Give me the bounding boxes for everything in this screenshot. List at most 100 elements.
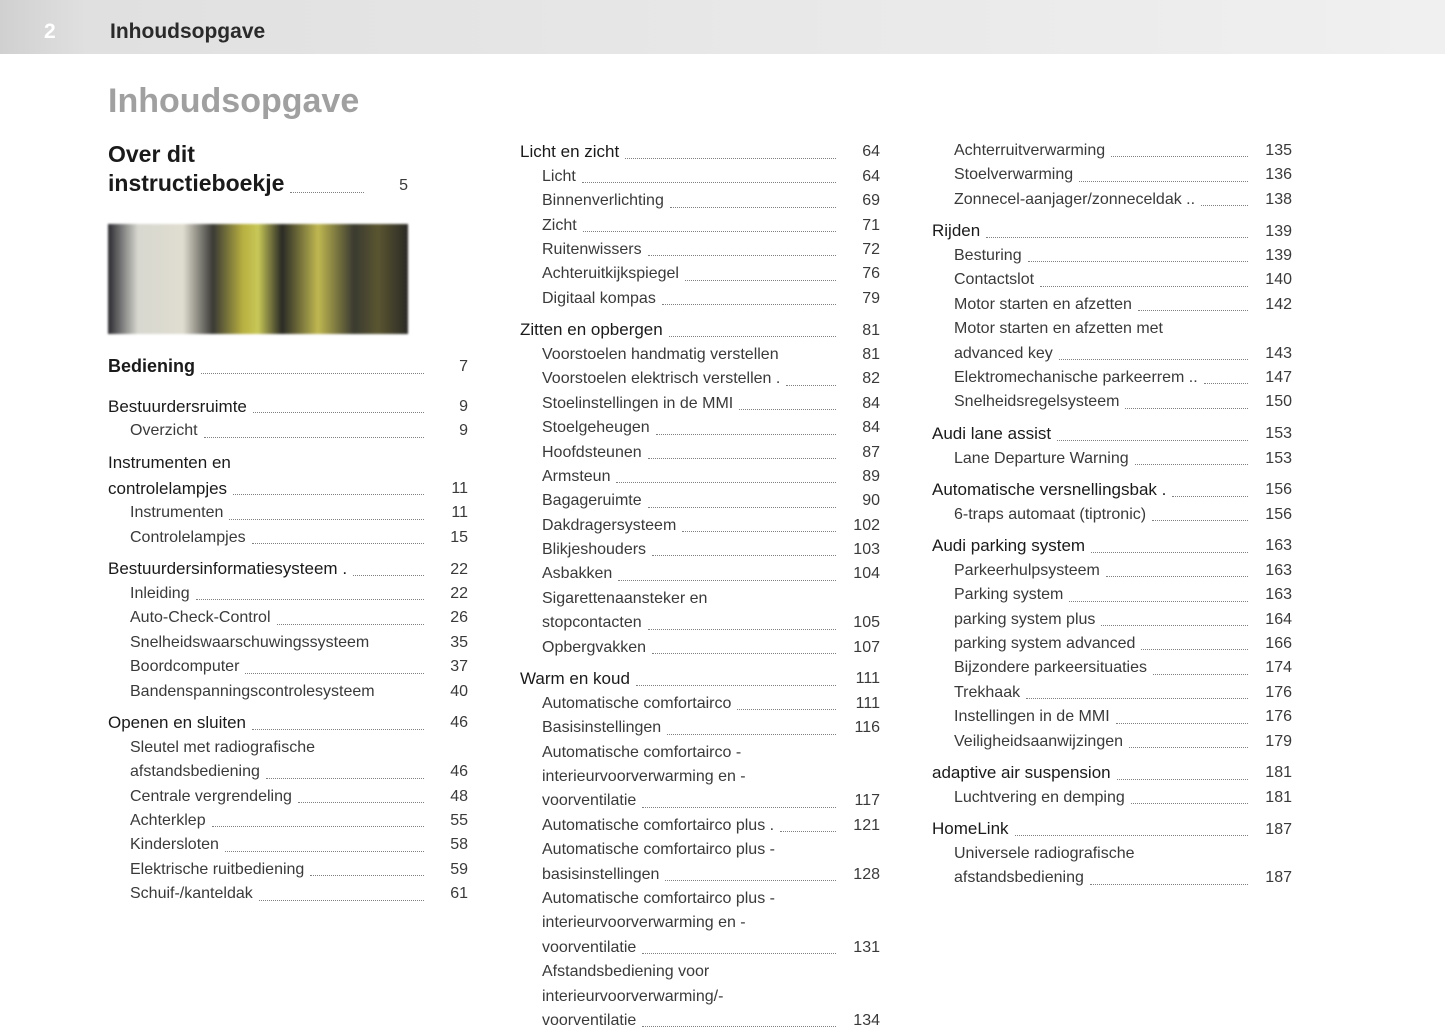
- leader-dots: [1069, 601, 1248, 602]
- leader-dots: [642, 807, 836, 808]
- toc-page-ref: 84: [842, 393, 880, 415]
- toc-entry-label: Audi parking system: [932, 534, 1085, 558]
- toc-page-ref: 176: [1254, 682, 1292, 704]
- toc-entry-row: Trekhaak176: [932, 682, 1292, 704]
- toc-entry-row: Stoelgeheugen 84: [520, 417, 880, 439]
- toc-big-section-row: Over dit instructieboekje 5: [108, 140, 468, 200]
- toc-page-ref: 40: [430, 681, 468, 703]
- toc-entry-row: interieurvoorverwarming en -: [520, 912, 880, 934]
- header-bar: 2 Inhoudsopgave: [0, 0, 1445, 54]
- toc-entry-row: Afstandsbediening voor: [520, 961, 880, 983]
- leader-dots: [1111, 156, 1248, 157]
- toc-entry-row: voorventilatie131: [520, 937, 880, 959]
- leader-dots: [685, 280, 836, 281]
- leader-dots: [648, 629, 836, 630]
- toc-entry-label: Automatische comfortairco: [520, 693, 731, 715]
- toc-entry-label: Hoofdsteunen: [520, 442, 642, 464]
- toc-page-ref: 5: [370, 175, 408, 197]
- toc-page-ref: 55: [430, 810, 468, 832]
- toc-column-2: Licht en zicht64Licht64Binnenverlichting…: [520, 140, 880, 1034]
- toc-entry-row: parking system advanced166: [932, 633, 1292, 655]
- toc-entry-label: Luchtvering en demping: [932, 787, 1125, 809]
- toc-entry-row: Overzicht9: [108, 420, 468, 442]
- toc-page-ref: 76: [842, 263, 880, 285]
- leader-dots: [259, 900, 424, 901]
- toc-page-ref: 105: [842, 612, 880, 634]
- toc-page-ref: 35: [430, 632, 468, 654]
- toc-entry-row: Armsteun89: [520, 466, 880, 488]
- leader-dots: [616, 482, 836, 483]
- leader-dots: [1152, 520, 1248, 521]
- toc-entry-label: Boordcomputer: [108, 656, 239, 678]
- toc-entry-label: Automatische versnellingsbak .: [932, 478, 1166, 502]
- toc-page-ref: 116: [842, 717, 880, 739]
- toc-entry-label: HomeLink: [932, 817, 1009, 841]
- leader-dots: [290, 192, 364, 193]
- toc-heading-row: Automatische versnellingsbak .156: [932, 478, 1292, 502]
- toc-page-ref: 140: [1254, 269, 1292, 291]
- toc-entry-row: interieurvoorverwarming en -: [520, 766, 880, 788]
- toc-entry-label: controlelampjes: [108, 477, 227, 501]
- toc-entry-label: parking system advanced: [932, 633, 1135, 655]
- toc-entry-row: Hoofdsteunen 87: [520, 442, 880, 464]
- toc-entry-label: Motor starten en afzetten met: [932, 318, 1163, 340]
- toc-page-ref: 163: [1254, 560, 1292, 582]
- toc-entry-row: Universele radiografische: [932, 843, 1292, 865]
- leader-dots: [656, 434, 836, 435]
- toc-page-ref: 187: [1254, 819, 1292, 841]
- toc-page-ref: 163: [1254, 535, 1292, 557]
- toc-entry-row: Lane Departure Warning153: [932, 448, 1292, 470]
- toc-page-ref: 81: [842, 344, 880, 366]
- leader-dots: [1125, 408, 1248, 409]
- toc-entry-row: Achteruitkijkspiegel 76: [520, 263, 880, 285]
- toc-page-ref: 136: [1254, 164, 1292, 186]
- toc-page-ref: 117: [842, 790, 880, 812]
- leader-dots: [1106, 576, 1248, 577]
- toc-entry-row: Motor starten en afzetten met: [932, 318, 1292, 340]
- toc-page-ref: 37: [430, 656, 468, 678]
- toc-entry-label: afstandsbediening: [108, 761, 260, 783]
- toc-entry-label: Ruitenwissers: [520, 239, 642, 261]
- toc-page-ref: 174: [1254, 657, 1292, 679]
- hero-image: [108, 224, 408, 334]
- toc-page-ref: 82: [842, 368, 880, 390]
- leader-dots: [310, 875, 424, 876]
- leader-dots: [1201, 205, 1248, 206]
- leader-dots: [196, 599, 424, 600]
- toc-page-ref: 156: [1254, 504, 1292, 526]
- leader-dots: [739, 409, 836, 410]
- toc-entry-row: Luchtvering en demping181: [932, 787, 1292, 809]
- toc-entry-row: Elektrische ruitbediening59: [108, 859, 468, 881]
- toc-entry-label: 6-traps automaat (tiptronic): [932, 504, 1146, 526]
- toc-entry-row: Veiligheidsaanwijzingen179: [932, 731, 1292, 753]
- toc-heading-row: HomeLink 187: [932, 817, 1292, 841]
- toc-entry-row: Centrale vergrendeling48: [108, 786, 468, 808]
- leader-dots: [1091, 552, 1248, 553]
- toc-entry-row: voorventilatie134: [520, 1010, 880, 1032]
- toc-entry-label: Achteruitkijkspiegel: [520, 263, 679, 285]
- toc-page-ref: 87: [842, 442, 880, 464]
- toc-page-ref: 135: [1254, 140, 1292, 162]
- toc-entry-label: Besturing: [932, 245, 1022, 267]
- leader-dots: [642, 1026, 836, 1027]
- leader-dots: [253, 412, 424, 413]
- toc-entry-label: afstandsbediening: [932, 867, 1084, 889]
- toc-entry-label: interieurvoorverwarming en -: [520, 912, 746, 934]
- toc-heading-row: adaptive air suspension181: [932, 761, 1292, 785]
- toc-entry-row: Snelheidsregelsysteem150: [932, 391, 1292, 413]
- toc-entry-row: Zonnecel-aanjager/zonneceldak ..138: [932, 189, 1292, 211]
- toc-entry-label: Contactslot: [932, 269, 1034, 291]
- toc-entry-label: Licht: [520, 166, 576, 188]
- toc-page-ref: 84: [842, 417, 880, 439]
- toc-entry-label: Sigarettenaansteker en: [520, 588, 707, 610]
- leader-dots: [662, 304, 836, 305]
- toc-entry-label: Stoelgeheugen: [520, 417, 650, 439]
- toc-page-ref: 121: [842, 815, 880, 837]
- toc-entry-label: Elektromechanische parkeerrem ..: [932, 367, 1198, 389]
- toc-entry-row: Zicht71: [520, 215, 880, 237]
- leader-dots: [277, 624, 425, 625]
- leader-dots: [1101, 625, 1248, 626]
- toc-entry-row: Automatische comfortairco plus .121: [520, 815, 880, 837]
- toc-heading-row: Licht en zicht64: [520, 140, 880, 164]
- leader-dots: [682, 531, 836, 532]
